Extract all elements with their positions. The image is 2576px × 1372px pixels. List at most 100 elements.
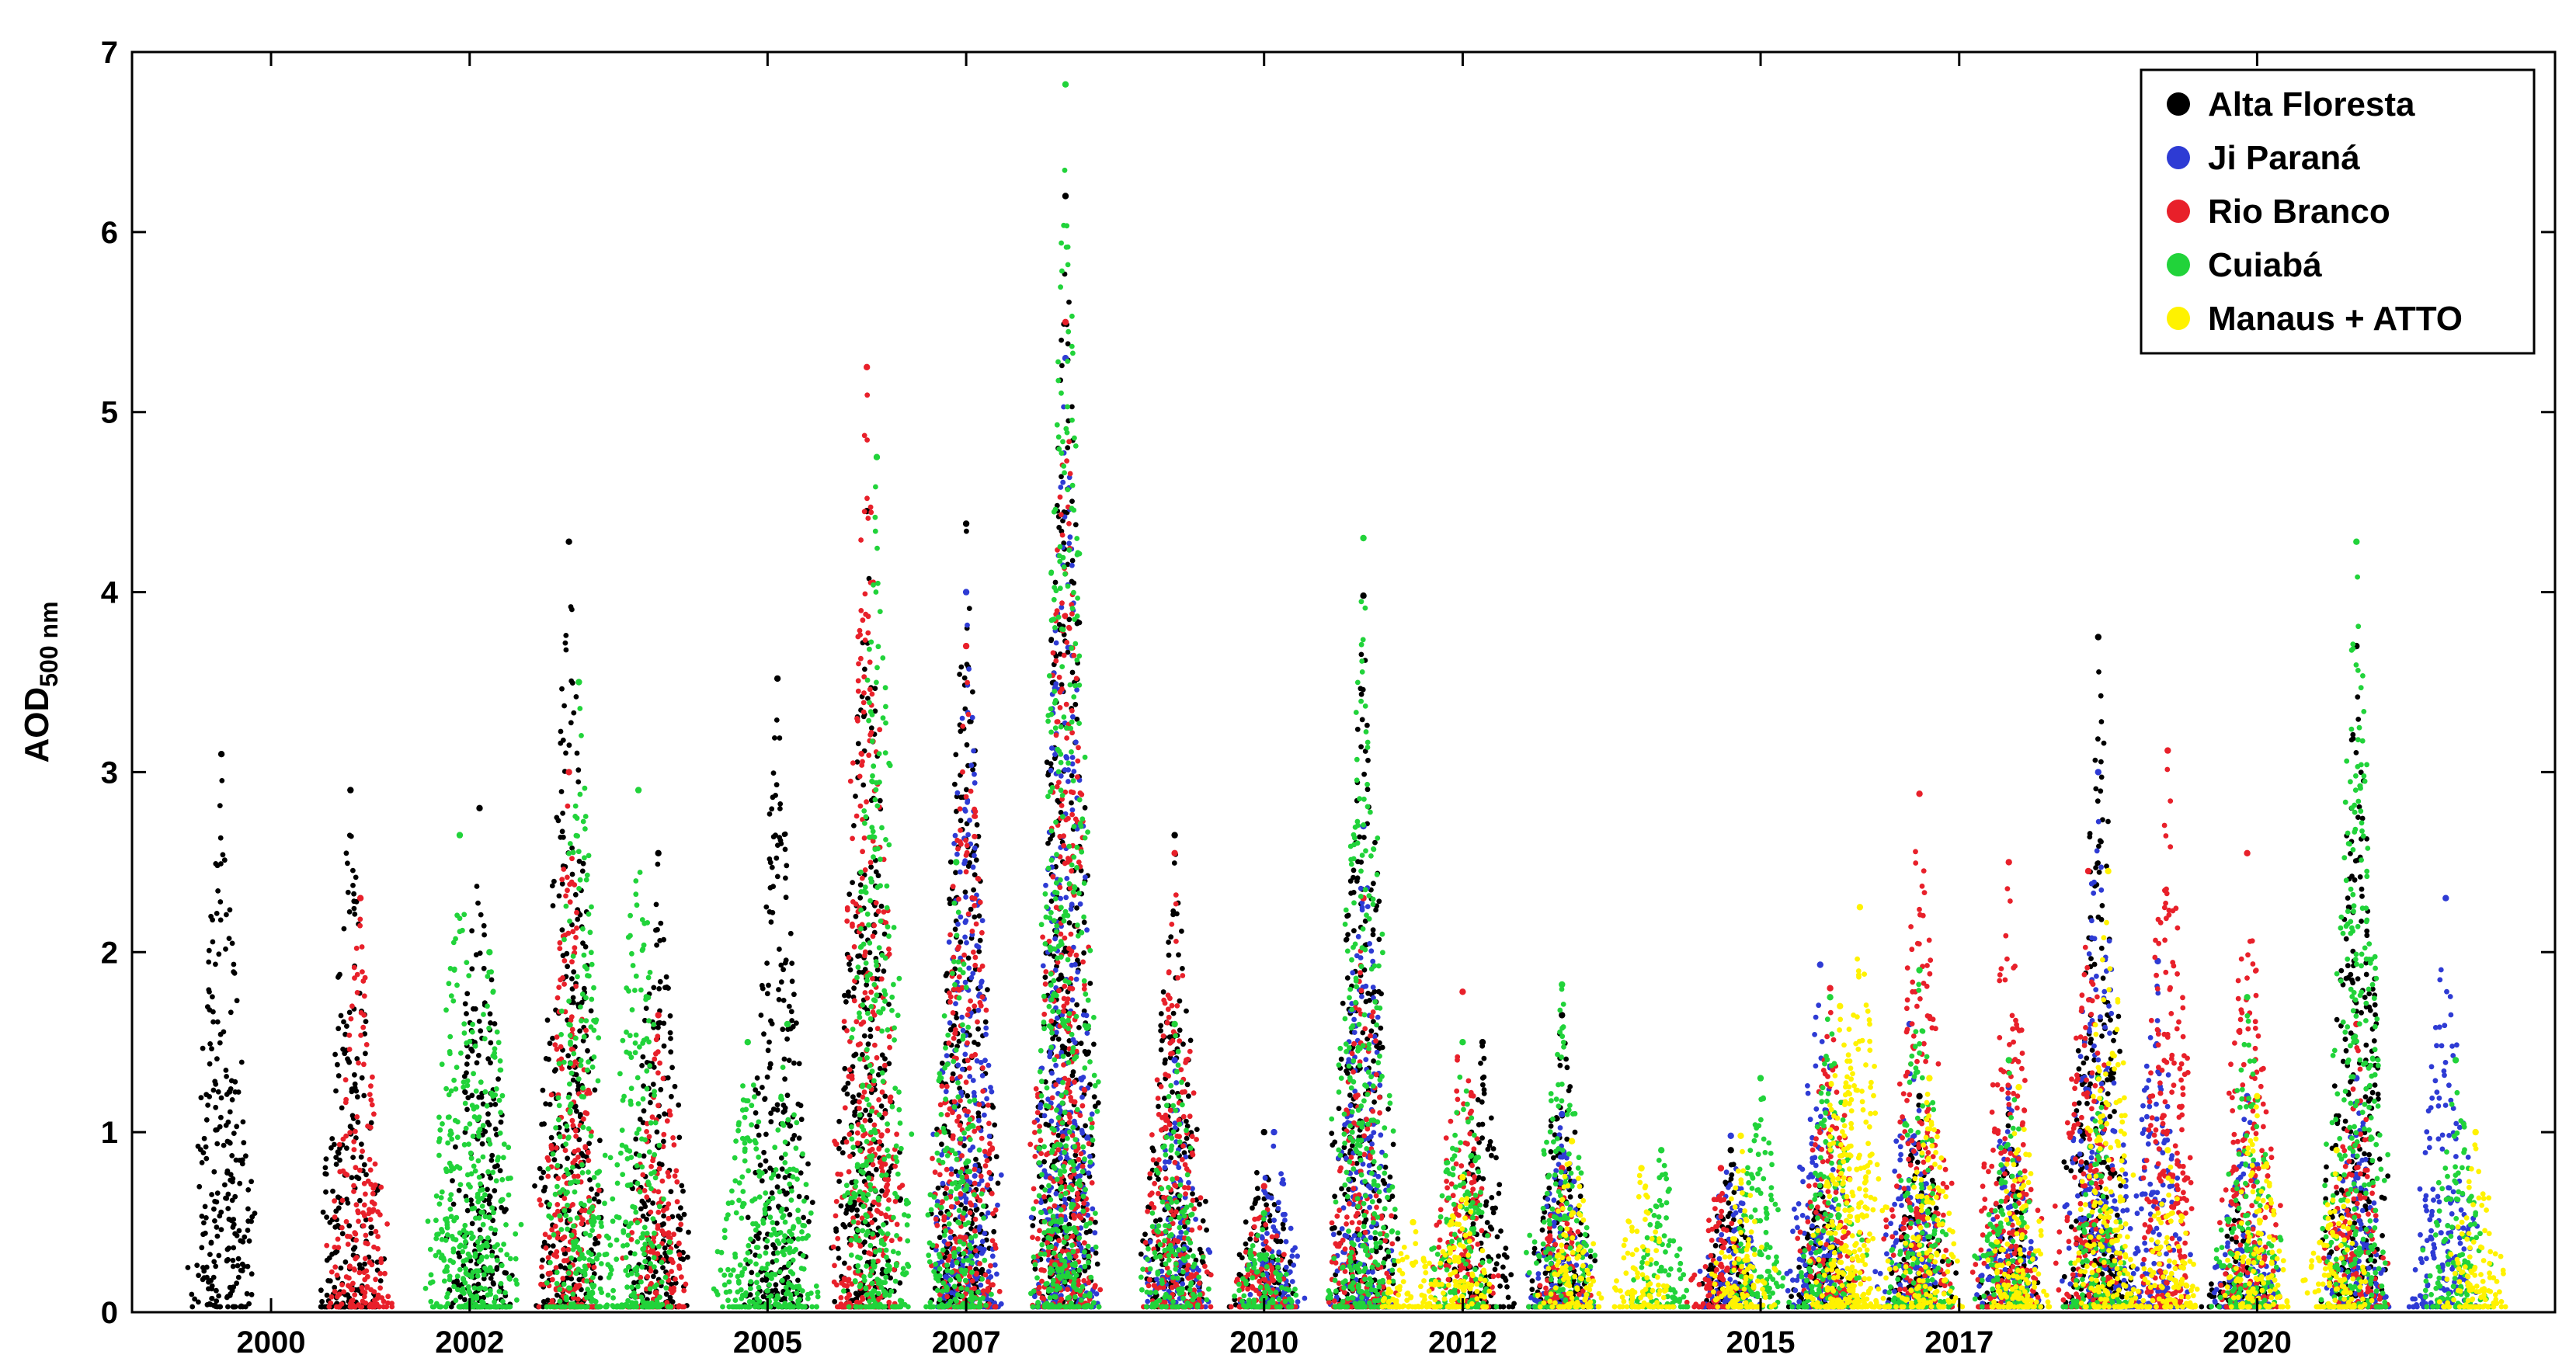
- data-point: [872, 686, 878, 691]
- data-point: [345, 860, 350, 867]
- data-point: [1914, 1159, 1921, 1165]
- data-point: [2096, 843, 2101, 849]
- data-point: [1151, 1148, 1156, 1154]
- data-point: [219, 778, 225, 783]
- data-point: [1387, 1174, 1393, 1180]
- data-point: [665, 1075, 671, 1081]
- data-point: [669, 1093, 674, 1099]
- data-point: [655, 1020, 662, 1026]
- data-point: [565, 1053, 571, 1059]
- data-point: [563, 750, 568, 756]
- data-point: [231, 969, 237, 974]
- data-point: [354, 1094, 360, 1100]
- data-point: [836, 1145, 842, 1151]
- data-point: [979, 1073, 986, 1078]
- data-point: [1084, 1030, 1090, 1036]
- data-point: [228, 1177, 233, 1183]
- data-point: [329, 1251, 335, 1257]
- data-point: [982, 1019, 989, 1025]
- data-point: [2366, 1199, 2373, 1205]
- data-point: [210, 1019, 216, 1025]
- data-point: [1200, 1218, 1206, 1224]
- data-point: [2323, 1177, 2329, 1183]
- data-point: [992, 1262, 998, 1268]
- data-point: [774, 874, 780, 880]
- data-point: [1078, 1040, 1084, 1047]
- data-point: [213, 961, 218, 967]
- data-point: [769, 864, 775, 870]
- data-point: [1804, 1235, 1810, 1241]
- data-point: [850, 1205, 856, 1210]
- data-point: [225, 1304, 231, 1310]
- data-point: [353, 874, 359, 881]
- data-point: [559, 686, 565, 692]
- data-point: [465, 1054, 471, 1060]
- data-point: [1490, 1210, 1497, 1216]
- data-point: [559, 927, 565, 933]
- data-point: [492, 1188, 498, 1193]
- data-point: [329, 1145, 334, 1151]
- data-point: [2075, 1047, 2081, 1054]
- data-point: [768, 919, 774, 925]
- data-point: [564, 950, 570, 957]
- data-point: [2343, 936, 2349, 942]
- data-point: [477, 1227, 483, 1233]
- data-point: [227, 1109, 233, 1115]
- data-point: [1065, 445, 1071, 450]
- data-point: [212, 1198, 217, 1204]
- data-point: [211, 1169, 217, 1175]
- peak-point: [1062, 193, 1069, 200]
- data-point: [1069, 404, 1075, 410]
- data-point: [1069, 1072, 1076, 1078]
- data-point: [481, 922, 487, 929]
- data-point: [1090, 1206, 1096, 1212]
- data-point: [639, 1063, 645, 1068]
- data-point: [2098, 788, 2104, 794]
- data-point: [210, 1274, 217, 1280]
- data-point: [498, 1119, 504, 1125]
- data-point: [840, 1150, 846, 1156]
- data-point: [976, 949, 982, 954]
- data-point: [2105, 1077, 2110, 1083]
- data-point: [503, 1207, 509, 1213]
- data-point: [657, 978, 663, 985]
- data-point: [1505, 1294, 1511, 1301]
- data-point: [539, 1273, 545, 1279]
- data-point: [481, 965, 487, 971]
- data-point: [652, 1269, 659, 1275]
- data-point: [943, 1089, 949, 1095]
- data-point: [1072, 961, 1078, 967]
- data-point: [853, 913, 859, 919]
- data-point: [960, 1027, 966, 1033]
- data-point: [965, 1092, 971, 1099]
- data-point: [349, 1175, 355, 1180]
- data-point: [1371, 1099, 1377, 1105]
- data-point: [975, 1026, 981, 1032]
- data-point: [244, 1290, 250, 1297]
- data-point: [1071, 580, 1077, 586]
- data-point: [1184, 1118, 1189, 1124]
- data-point: [2380, 1233, 2386, 1238]
- data-point: [851, 1053, 857, 1058]
- data-point: [575, 767, 582, 773]
- data-point: [2084, 1160, 2089, 1165]
- data-point: [974, 1253, 980, 1259]
- data-point: [993, 1154, 999, 1160]
- data-point: [862, 666, 867, 672]
- data-point: [1529, 1278, 1535, 1283]
- data-point: [1372, 839, 1378, 846]
- data-point: [198, 1095, 204, 1101]
- data-point: [341, 926, 347, 932]
- data-point: [1070, 714, 1076, 720]
- data-point: [589, 1186, 594, 1192]
- data-point: [958, 914, 964, 920]
- data-point: [975, 1110, 982, 1116]
- data-point: [760, 1277, 766, 1283]
- data-point: [1254, 1169, 1260, 1176]
- data-point: [229, 940, 235, 947]
- data-point: [1079, 1094, 1085, 1100]
- data-point: [778, 1155, 784, 1161]
- data-point: [1379, 1044, 1385, 1051]
- data-point: [1156, 1103, 1161, 1110]
- data-point: [769, 1190, 775, 1196]
